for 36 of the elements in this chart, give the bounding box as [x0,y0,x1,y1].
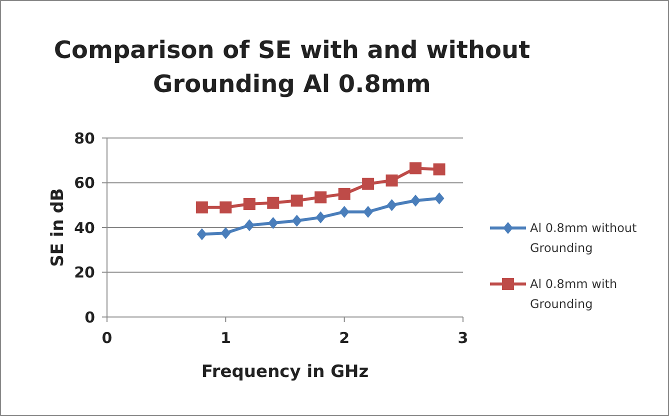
point [243,198,256,210]
point [339,206,350,218]
x-tick-label: 2 [339,329,350,347]
point [386,174,398,187]
x-tick-label: 0 [102,329,112,347]
y-tick-label: 60 [74,174,95,192]
point [292,214,302,227]
point [386,199,397,212]
x-tick-label: 3 [458,329,468,347]
point [433,163,446,176]
point [362,178,374,190]
point [434,192,444,204]
y-tick-label: 80 [74,129,95,148]
point [410,162,422,174]
x-tick-label: 1 [220,329,231,347]
chart-title: Comparison of SE with and without Grounding Al 0.8mm [54,36,530,98]
legend-label: Al 0.8mm with Grounding [530,277,618,312]
y-tick-label: 20 [74,264,95,282]
point [268,217,278,230]
point [314,191,327,204]
y-tick-label: 40 [74,218,95,237]
point [220,201,232,214]
point [338,188,350,200]
point [410,194,421,207]
y-tick-label: 0 [84,308,95,326]
point [244,219,254,232]
y-axis-title: SE in dB [48,188,68,267]
point [196,201,208,214]
point [196,228,207,240]
point [220,227,231,240]
x-axis-title: Frequency in GHz [201,362,369,382]
point [316,211,326,224]
legend-label: Al 0.8mm without Grounding [530,221,638,256]
point [290,194,303,207]
point [267,196,280,209]
point [363,206,374,218]
